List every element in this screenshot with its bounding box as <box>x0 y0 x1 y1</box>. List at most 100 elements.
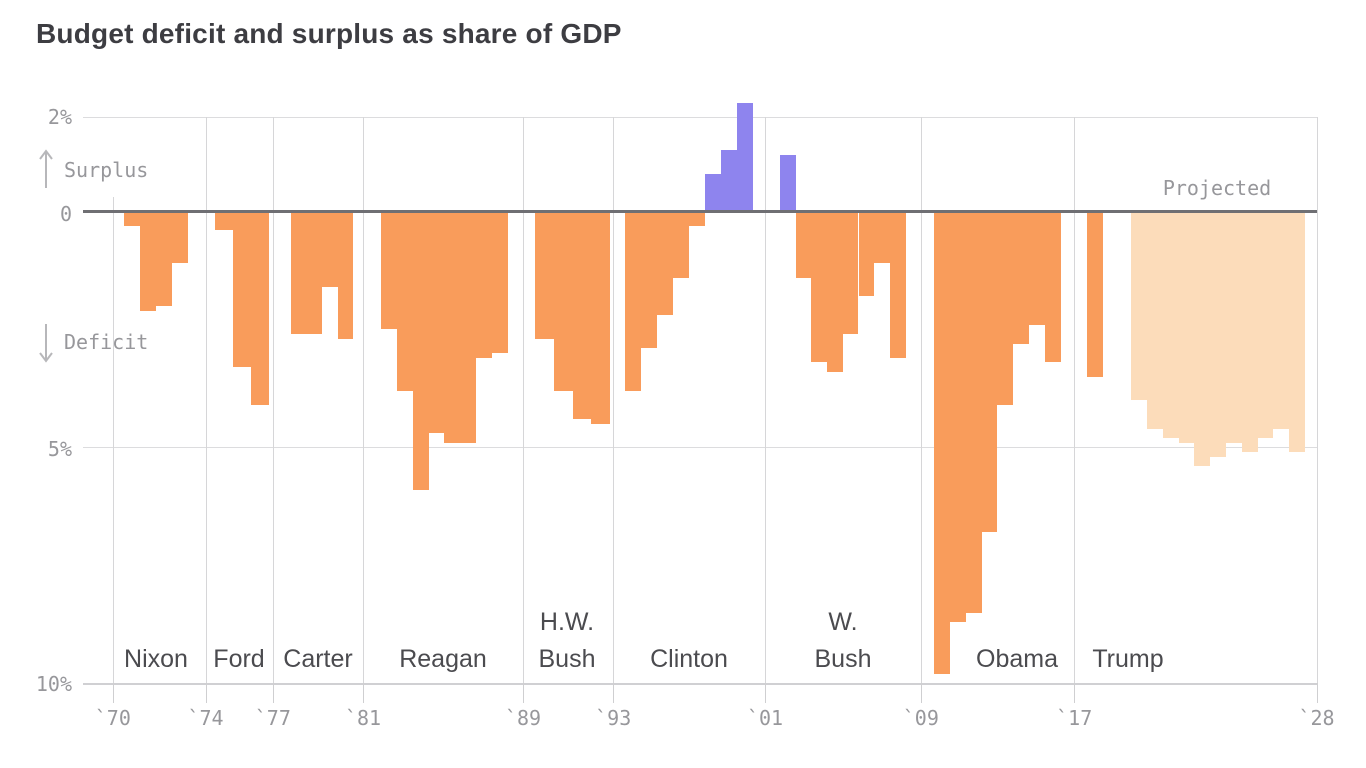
bar-2014 <box>1013 211 1030 344</box>
era-divider-line <box>205 116 207 683</box>
gridline-5pct <box>83 447 1317 449</box>
y-axis-label-10pct: 10% <box>35 672 72 696</box>
bar-1998 <box>704 173 721 212</box>
gridline-2pct <box>83 116 1317 118</box>
bar-1973 <box>172 211 189 264</box>
bar-2023 <box>1210 211 1227 457</box>
bar-1983 <box>412 211 429 490</box>
x-axis-label-09: `09 <box>902 706 939 730</box>
y-axis-label-0: 0 <box>59 202 72 226</box>
bar-1986 <box>460 211 477 443</box>
gridline-10pct <box>83 682 1317 685</box>
bar-2028 <box>1289 211 1305 453</box>
x-axis-tick <box>112 682 114 703</box>
era-divider-line <box>920 116 922 683</box>
bar-2025 <box>1241 211 1258 453</box>
bar-2027 <box>1273 211 1290 429</box>
bar-1971 <box>140 211 157 311</box>
x-axis-label-28: `28 <box>1298 706 1335 730</box>
era-divider-line <box>363 116 364 683</box>
bar-1975 <box>233 211 252 368</box>
bar-2017 <box>1086 211 1104 377</box>
bar-1994 <box>640 211 657 349</box>
bar-2018 <box>1131 211 1148 401</box>
x-axis-tick <box>205 682 207 703</box>
bar-2001 <box>780 154 796 212</box>
bar-2000 <box>736 102 753 212</box>
bar-2026 <box>1257 211 1274 438</box>
bar-1977 <box>290 211 307 335</box>
bar-2010 <box>949 211 966 622</box>
era-divider-line <box>613 116 615 683</box>
bar-1988 <box>491 211 508 354</box>
x-axis-label-93: `93 <box>595 706 632 730</box>
bar-2020 <box>1162 211 1179 438</box>
bar-2012 <box>981 211 998 533</box>
bar-2006 <box>858 211 875 297</box>
era-divider-line <box>1316 116 1318 683</box>
y-axis-label-5pct: 5% <box>47 437 72 461</box>
era-label-nixon: Nixon <box>124 645 188 673</box>
x-axis-tick <box>1316 682 1318 703</box>
bar-1993 <box>625 211 641 391</box>
deficit-down-arrow-icon <box>39 324 53 363</box>
x-axis-label-01: `01 <box>746 706 784 730</box>
x-axis-tick <box>1074 682 1076 703</box>
era-label-ford: Ford <box>213 645 265 673</box>
bar-2002 <box>795 211 812 278</box>
era-label-obama: Obama <box>976 645 1058 673</box>
x-axis-tick <box>272 682 274 703</box>
bar-2019 <box>1147 211 1163 429</box>
era-divider-line <box>112 197 114 683</box>
bar-2015 <box>1029 211 1045 325</box>
projected-label: Projected <box>1162 176 1272 200</box>
era-label-trump: Trump <box>1092 645 1164 673</box>
era-label-h-w-bush: H.W. Bush <box>538 608 596 673</box>
deficit-annotation: Deficit <box>64 330 149 354</box>
era-label-clinton: Clinton <box>650 645 728 673</box>
x-axis-tick <box>920 682 922 703</box>
bar-1982 <box>396 211 413 391</box>
bar-1991 <box>572 211 592 420</box>
bar-1999 <box>720 150 737 212</box>
bar-2005 <box>842 211 859 335</box>
bar-1992 <box>591 211 610 424</box>
bar-2021 <box>1178 211 1195 443</box>
x-axis-tick <box>613 682 615 703</box>
era-label-w-bush: W. Bush <box>814 608 872 673</box>
x-axis-label-74: `74 <box>187 706 224 730</box>
bar-1996 <box>672 211 689 278</box>
bar-1979 <box>322 211 338 287</box>
era-label-carter: Carter <box>283 645 353 673</box>
bar-1995 <box>656 211 673 316</box>
bar-2013 <box>997 211 1014 405</box>
bar-1978 <box>306 211 322 335</box>
era-divider-line <box>765 116 766 683</box>
zero-baseline <box>83 210 1317 213</box>
x-axis-label-70: `70 <box>94 706 131 730</box>
bar-2008 <box>889 211 906 358</box>
y-axis-label-2pct: 2% <box>47 105 72 129</box>
x-axis-tick <box>523 682 524 703</box>
bar-2007 <box>874 211 890 264</box>
bar-1980 <box>337 211 354 339</box>
bar-2011 <box>965 211 982 613</box>
page-title: Budget deficit and surplus as share of G… <box>36 18 622 49</box>
x-axis-label-81: `81 <box>344 706 382 730</box>
surplus-up-arrow-icon <box>39 149 53 188</box>
bar-2022 <box>1194 211 1211 467</box>
surplus-annotation: Surplus <box>64 158 149 182</box>
bar-2004 <box>827 211 843 372</box>
era-label-reagan: Reagan <box>399 645 487 673</box>
bar-1985 <box>444 211 461 443</box>
x-axis-label-77: `77 <box>254 706 291 730</box>
bar-1989 <box>535 211 554 339</box>
bar-2009 <box>934 211 950 674</box>
bar-1987 <box>476 211 492 358</box>
bar-2024 <box>1226 211 1242 443</box>
era-divider-line <box>523 116 524 683</box>
x-axis-label-89: `89 <box>504 706 542 730</box>
bar-1974 <box>215 211 234 231</box>
bar-1981 <box>381 211 397 330</box>
